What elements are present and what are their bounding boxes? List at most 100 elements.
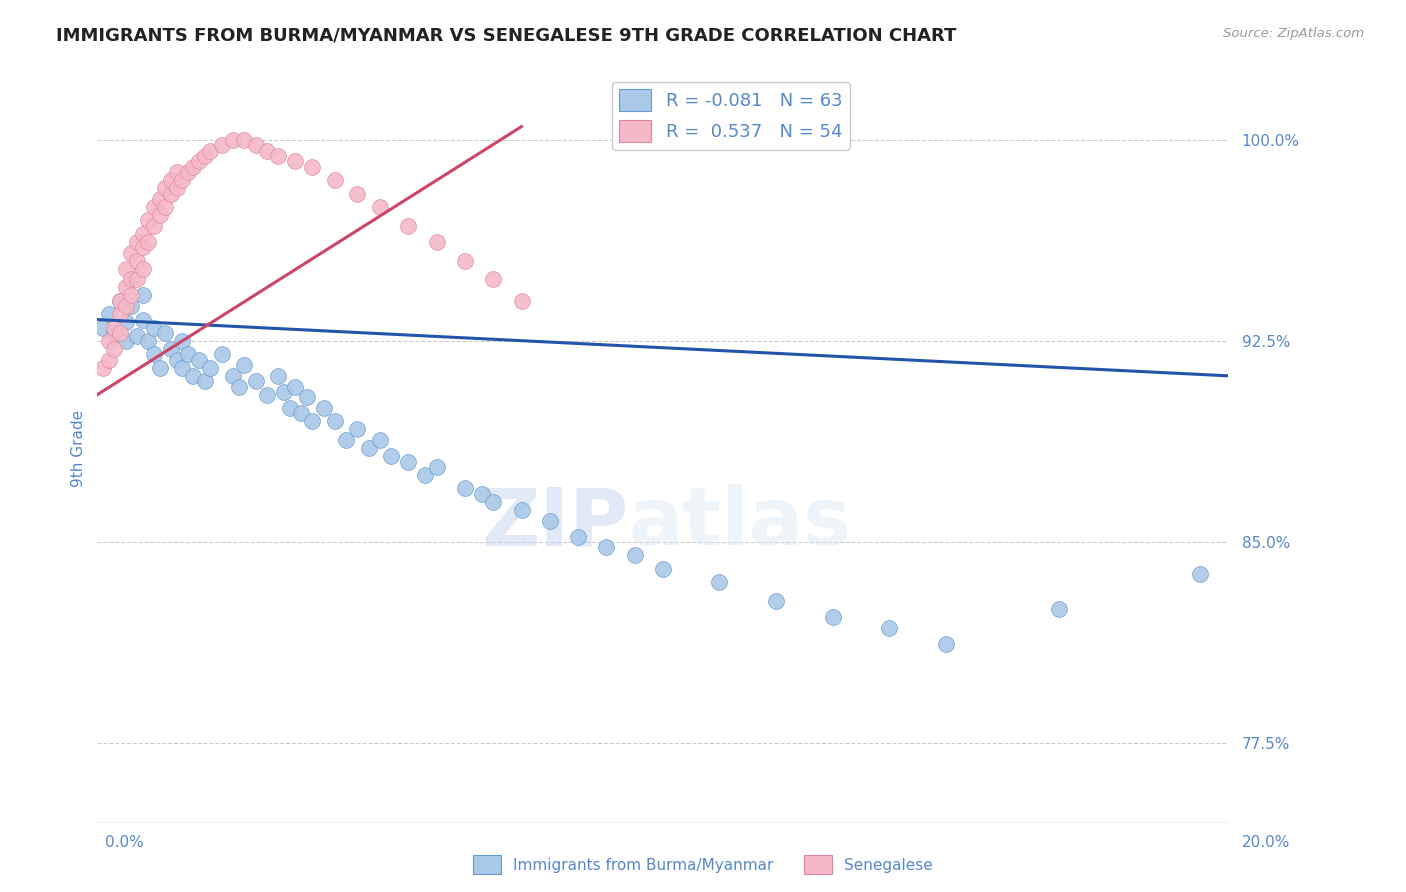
Point [482, 495, 505, 509]
Point [114, 261, 136, 276]
Point [142, 347, 165, 361]
Point [177, 347, 200, 361]
Point [396, 219, 419, 233]
Point [301, 160, 323, 174]
Point [103, 326, 125, 340]
Point [108, 307, 131, 321]
Point [125, 272, 148, 286]
Point [295, 390, 318, 404]
Point [335, 433, 357, 447]
Point [160, 186, 183, 201]
Point [1189, 567, 1212, 582]
Y-axis label: 9th Grade: 9th Grade [72, 409, 86, 487]
Point [256, 144, 278, 158]
Point [120, 245, 142, 260]
Point [183, 368, 205, 383]
Point [131, 261, 153, 276]
Point [267, 149, 290, 163]
Point [188, 154, 211, 169]
Point [172, 360, 194, 375]
Point [256, 387, 278, 401]
Point [120, 288, 142, 302]
Point [426, 460, 449, 475]
Point [97, 307, 120, 321]
Point [131, 227, 153, 241]
Point [114, 299, 136, 313]
Point [415, 468, 437, 483]
Point [155, 181, 177, 195]
Text: IMMIGRANTS FROM BURMA/MYANMAR VS SENEGALESE 9TH GRADE CORRELATION CHART: IMMIGRANTS FROM BURMA/MYANMAR VS SENEGAL… [56, 27, 956, 45]
Point [290, 406, 312, 420]
Point [200, 144, 222, 158]
Point [482, 272, 505, 286]
Point [131, 312, 153, 326]
Point [454, 253, 477, 268]
Point [166, 181, 188, 195]
Point [97, 352, 120, 367]
Text: 20.0%: 20.0% [1243, 836, 1291, 850]
Point [125, 253, 148, 268]
Point [114, 315, 136, 329]
Text: atlas: atlas [628, 484, 852, 562]
Point [194, 374, 217, 388]
Legend: Immigrants from Burma/Myanmar, Senegalese: Immigrants from Burma/Myanmar, Senegales… [467, 849, 939, 880]
Point [368, 433, 391, 447]
Point [103, 320, 125, 334]
Point [471, 487, 494, 501]
Point [166, 352, 188, 367]
Point [97, 334, 120, 348]
Point [131, 288, 153, 302]
Point [108, 293, 131, 308]
Point [125, 328, 148, 343]
Point [142, 219, 165, 233]
Point [278, 401, 301, 415]
Point [211, 138, 233, 153]
Point [172, 334, 194, 348]
Point [877, 621, 900, 635]
Point [131, 240, 153, 254]
Point [222, 133, 245, 147]
Point [623, 549, 645, 563]
Point [114, 334, 136, 348]
Point [273, 384, 295, 399]
Point [108, 293, 131, 308]
Point [567, 530, 589, 544]
Text: Source: ZipAtlas.com: Source: ZipAtlas.com [1223, 27, 1364, 40]
Point [245, 374, 267, 388]
Point [323, 414, 346, 428]
Point [709, 575, 731, 590]
Point [357, 442, 380, 455]
Point [245, 138, 267, 153]
Point [765, 594, 787, 608]
Point [172, 173, 194, 187]
Point [346, 422, 368, 436]
Point [155, 200, 177, 214]
Point [396, 455, 419, 469]
Point [148, 208, 170, 222]
Point [136, 235, 159, 249]
Point [136, 213, 159, 227]
Point [142, 200, 165, 214]
Point [935, 637, 957, 651]
Point [233, 358, 256, 372]
Point [120, 272, 142, 286]
Point [91, 320, 114, 334]
Point [510, 293, 533, 308]
Point [183, 160, 205, 174]
Point [103, 342, 125, 356]
Point [114, 280, 136, 294]
Text: 0.0%: 0.0% [105, 836, 145, 850]
Point [651, 562, 673, 576]
Point [148, 360, 170, 375]
Point [284, 379, 307, 393]
Point [142, 320, 165, 334]
Point [821, 610, 844, 624]
Point [160, 173, 183, 187]
Point [228, 379, 250, 393]
Point [426, 235, 449, 249]
Point [200, 360, 222, 375]
Point [160, 342, 183, 356]
Point [595, 541, 617, 555]
Point [125, 235, 148, 249]
Point [148, 192, 170, 206]
